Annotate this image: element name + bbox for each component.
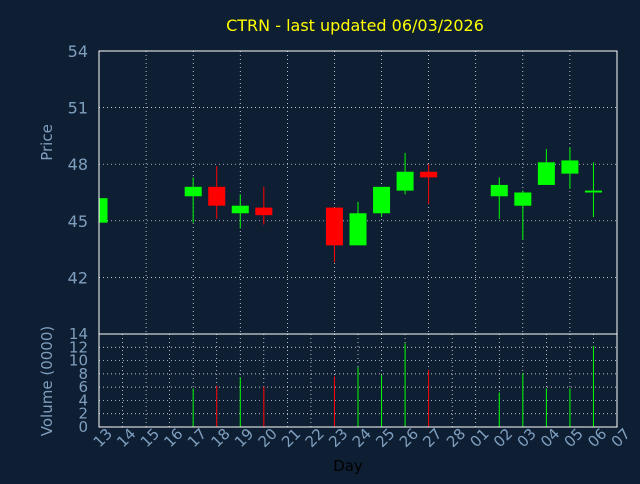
x-tick-label: 19: [231, 425, 257, 451]
x-tick-label: 25: [372, 425, 398, 451]
volume-tick-label: 0: [78, 418, 88, 436]
x-tick-label: 03: [514, 425, 540, 451]
x-tick-label: 24: [349, 425, 375, 451]
candle-body-18: [208, 186, 226, 206]
x-tick-label: 23: [325, 425, 351, 451]
candle-body-02: [490, 184, 508, 197]
price-tick-label: 42: [68, 268, 88, 287]
candle-body-25: [373, 186, 391, 214]
candle-body-04: [537, 162, 555, 185]
candle-body-26: [396, 171, 414, 191]
chart-title: CTRN - last updated 06/03/2026: [226, 16, 484, 35]
volume-tick-label: 14: [69, 325, 88, 343]
x-tick-label: 07: [608, 425, 634, 451]
candle-body-03: [514, 192, 532, 206]
x-tick-label: 05: [561, 425, 587, 451]
price-panel-frame: [98, 50, 618, 335]
volume-tick-label: 6: [78, 378, 88, 396]
price-tick-label: 51: [68, 99, 88, 118]
price-tick-label: 54: [68, 42, 88, 61]
x-tick-label: 21: [278, 425, 304, 451]
x-tick-label: 06: [584, 425, 610, 451]
candle-body-19: [231, 205, 249, 214]
candle-body-27: [420, 171, 438, 178]
x-axis-label: Day: [333, 457, 363, 475]
candle-body-23: [325, 207, 343, 246]
candles: [98, 147, 602, 263]
x-tick-label: 13: [90, 425, 116, 451]
x-tick-label: 14: [113, 425, 139, 451]
price-tick-label: 48: [68, 155, 88, 174]
candle-body-20: [255, 207, 273, 216]
x-tick-label: 02: [490, 425, 516, 451]
price-grid: [99, 51, 617, 334]
x-tick-label: 01: [466, 425, 492, 451]
x-tick-label: 18: [207, 425, 233, 451]
candle-body-13: [99, 198, 108, 223]
x-tick-label: 17: [184, 425, 210, 451]
volume-tick-label: 8: [78, 365, 88, 383]
x-tick-label: 27: [419, 425, 445, 451]
price-axis-label: Price: [38, 124, 56, 161]
candle-body-24: [349, 213, 367, 246]
volume-tick-label: 10: [69, 352, 88, 370]
x-tick-label: 16: [160, 425, 186, 451]
candle-body-06: [584, 190, 602, 193]
candle-body-05: [561, 160, 579, 174]
price-y-tick-labels: 42 45 48 51 54: [68, 42, 88, 287]
x-tick-label: 22: [302, 425, 328, 451]
x-tick-label: 26: [396, 425, 422, 451]
candle-body-17: [184, 186, 202, 197]
x-tick-label: 20: [255, 425, 281, 451]
volume-panel-frame: [98, 333, 618, 428]
x-tick-label: 04: [537, 425, 563, 451]
x-tick-labels: 1314151617181920212223242526272801020304…: [90, 425, 634, 451]
volume-axis-label: Volume (0000): [38, 326, 56, 436]
volume-tick-label: 4: [78, 391, 88, 409]
volume-bars: [192, 343, 594, 427]
volume-tick-label: 12: [69, 338, 88, 356]
price-tick-label: 45: [68, 212, 88, 231]
x-tick-label: 28: [443, 425, 469, 451]
x-tick-label: 15: [137, 425, 163, 451]
volume-tick-label: 2: [78, 405, 88, 423]
